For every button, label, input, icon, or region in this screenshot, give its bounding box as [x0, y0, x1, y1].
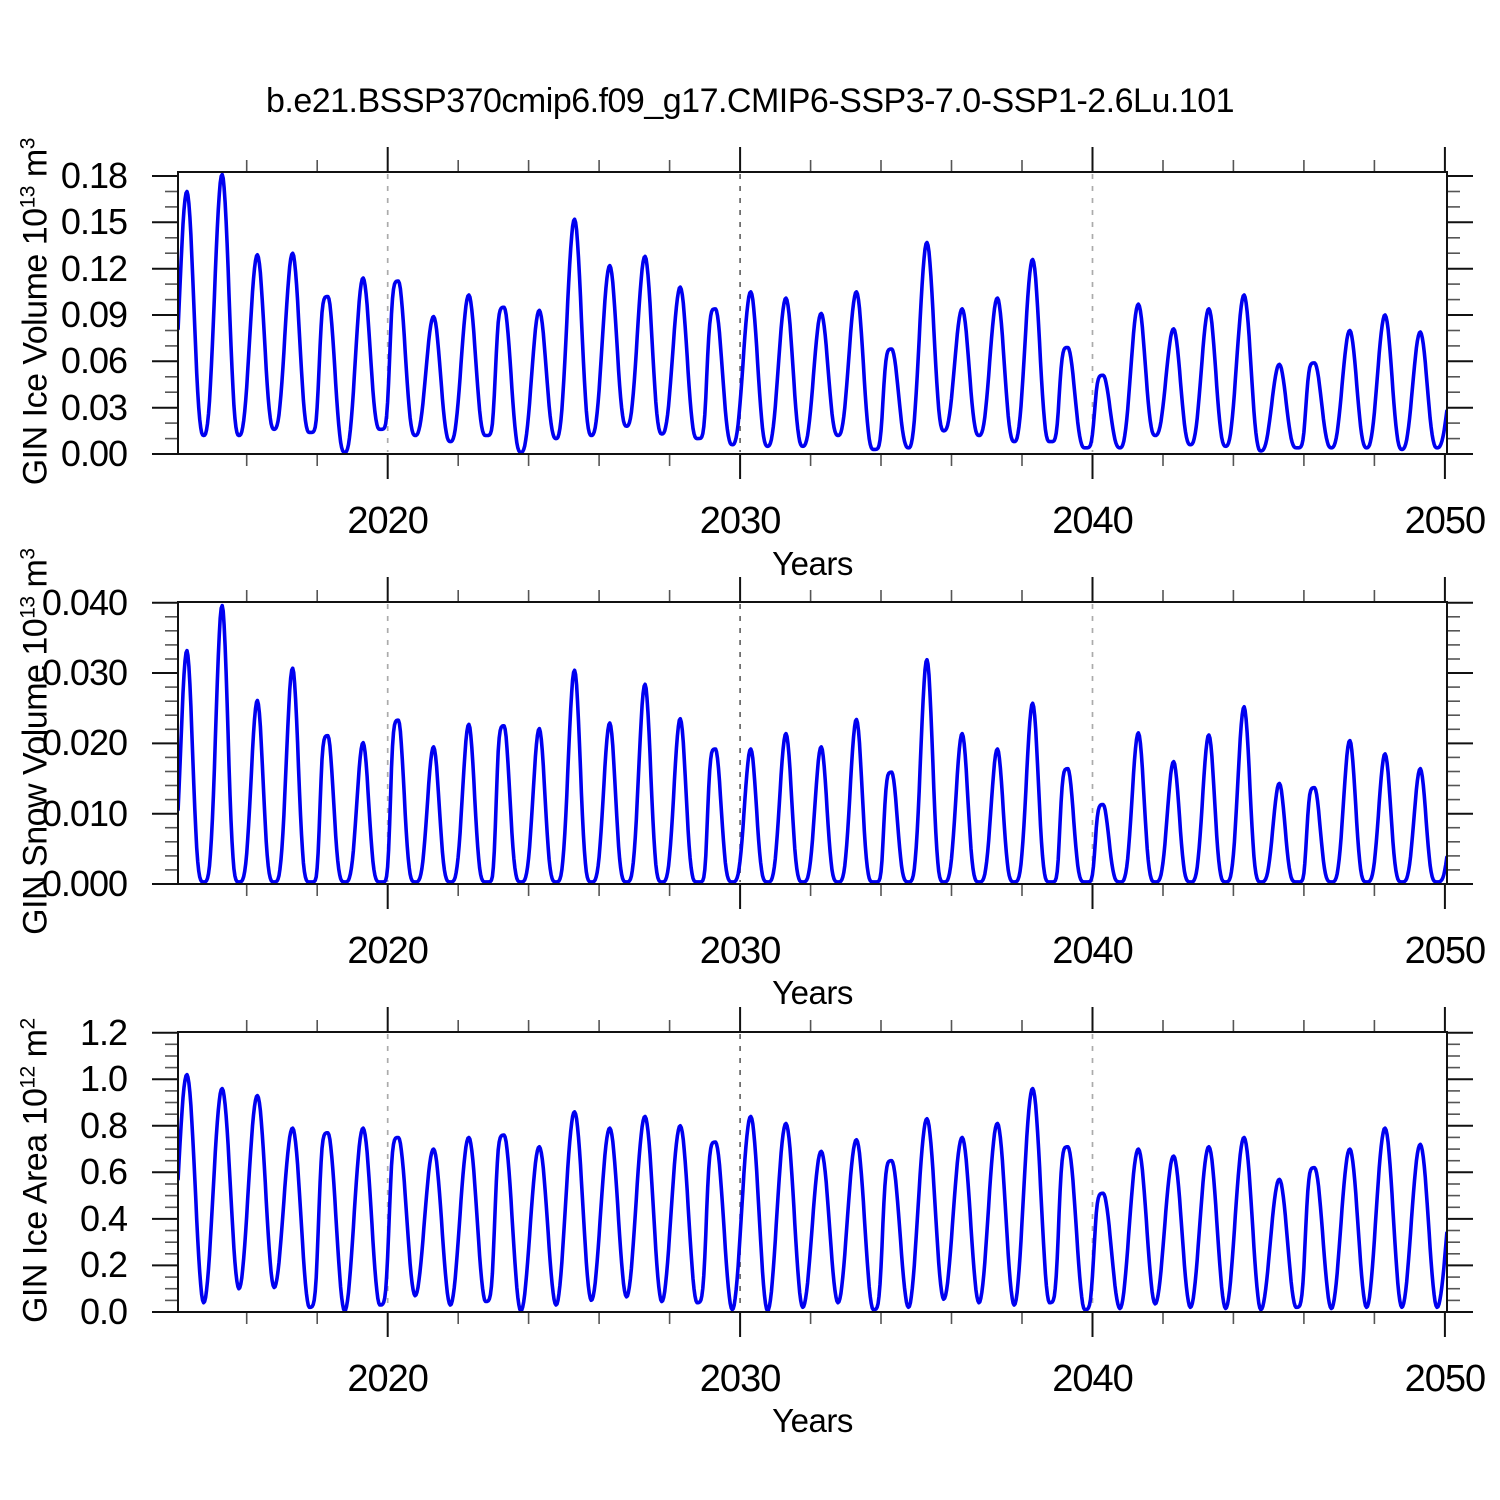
panel-frame-gin-ice-area: [177, 1031, 1448, 1313]
y-tick-label: 0.15: [60, 201, 128, 243]
y-tick-label: 0.010: [41, 792, 128, 834]
y-tick-label: 0.12: [60, 247, 128, 289]
y-tick-label: 0.6: [79, 1151, 128, 1193]
x-tick-label: 2030: [699, 1358, 782, 1400]
x-axis-label-panel2: Years: [772, 974, 853, 1011]
y-tick-label: 0.030: [41, 652, 128, 694]
y-tick-label: 1.2: [79, 1011, 128, 1053]
x-tick-label: 2040: [1052, 930, 1134, 972]
y-tick-label: 0.0: [79, 1291, 128, 1332]
series-gin-snow-volume: [178, 603, 1447, 884]
y-tick-label: 1.0: [79, 1058, 128, 1100]
chart-title: b.e21.BSSP370cmip6.f09_g17.CMIP6-SSP3-7.…: [265, 82, 1235, 120]
y-tick-label: 0.000: [41, 863, 128, 904]
y-tick-label: 0.4: [79, 1197, 128, 1239]
series-gin-ice-volume: [178, 172, 1447, 454]
y-tick-label: 0.8: [79, 1104, 128, 1146]
x-tick-label: 2020: [347, 500, 429, 542]
y-tick-label: 0.03: [60, 386, 128, 428]
y-tick-label: 0.2: [79, 1244, 128, 1286]
x-tick-label: 2040: [1052, 500, 1134, 542]
x-tick-label: 2030: [699, 930, 782, 972]
y-tick-label: 0.09: [60, 294, 128, 335]
panel-frame-gin-snow-volume: [177, 601, 1448, 885]
y-tick-label: 0.020: [41, 722, 128, 764]
x-tick-label: 2020: [347, 930, 429, 972]
y-tick-label: 0.040: [41, 581, 128, 623]
y-tick-label: 0.18: [60, 155, 128, 196]
panel-frame-gin-ice-volume: [177, 171, 1448, 455]
x-tick-label: 2020: [347, 1358, 429, 1400]
x-tick-label: 2030: [699, 500, 782, 542]
y-tick-label: 0.00: [60, 433, 128, 474]
x-tick-label: 2050: [1404, 930, 1487, 972]
x-axis-label-panel1: Years: [772, 545, 853, 582]
x-tick-label: 2050: [1404, 1358, 1487, 1400]
series-gin-ice-area: [178, 1072, 1447, 1312]
x-tick-label: 2040: [1052, 1358, 1134, 1400]
x-tick-label: 2050: [1404, 500, 1487, 542]
y-tick-label: 0.06: [60, 340, 128, 382]
x-axis-label-panel3: Years: [772, 1402, 853, 1439]
